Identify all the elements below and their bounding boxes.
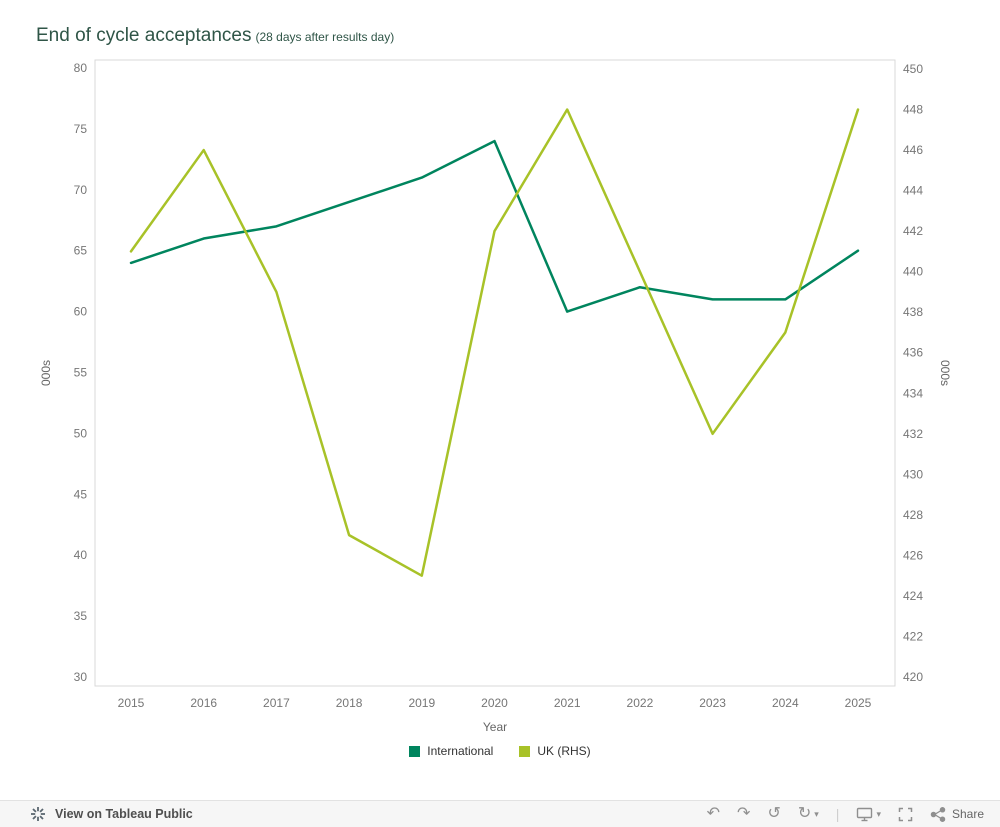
redo-icon[interactable]: ↷ — [737, 805, 751, 822]
x-axis-tick-label: 2024 — [772, 696, 799, 710]
line-chart: 30 35 40 45 50 55 60 65 70 75 80 420 422 424 426 428 430… — [39, 59, 952, 734]
left-axis-tick-label: 40 — [74, 548, 88, 562]
right-axis-tick-label: 420 — [903, 670, 923, 684]
x-axis-tick-label: 2025 — [845, 696, 872, 710]
share-icon — [930, 806, 946, 822]
right-axis-tick-label: 448 — [903, 103, 923, 117]
right-axis-tick-label: 436 — [903, 346, 923, 360]
left-axis-tick-label: 65 — [74, 244, 88, 258]
share-button[interactable]: Share — [930, 806, 984, 822]
left-axis-tick-label: 55 — [74, 366, 88, 380]
right-axis-tick-label: 430 — [903, 467, 923, 481]
toolbar: ↶ ↷ ↺ ↻ ▾ | ▾ — [706, 805, 984, 823]
left-axis-tick-label: 50 — [74, 426, 88, 440]
x-axis-tick-label: 2022 — [627, 696, 654, 710]
legend: International UK (RHS) — [0, 744, 1000, 758]
legend-item-uk[interactable]: UK (RHS) — [519, 744, 591, 758]
right-axis-tick-label: 434 — [903, 386, 923, 400]
legend-label-international: International — [427, 744, 494, 758]
legend-label-uk: UK (RHS) — [537, 744, 591, 758]
left-axis-tick-label: 30 — [74, 670, 88, 684]
x-axis-tick-label: 2023 — [699, 696, 726, 710]
right-axis-tick-label: 424 — [903, 589, 923, 603]
x-axis-tick-label: 2017 — [263, 696, 290, 710]
legend-swatch-uk — [519, 745, 531, 757]
right-axis-tick-label: 446 — [903, 143, 923, 157]
left-axis-title: 000s — [39, 360, 53, 386]
view-on-tableau-label: View on Tableau Public — [55, 807, 193, 821]
tableau-public-logo-icon — [31, 807, 45, 821]
tableau-footer: View on Tableau Public ↶ ↷ ↺ ↻ ▾ | ▾ — [0, 800, 1000, 827]
right-axis-tick-label: 432 — [903, 427, 923, 441]
series-line-uk-rhs-[interactable] — [129, 108, 860, 577]
left-axis-tick-label: 75 — [74, 122, 88, 136]
refresh-icon: ↻ — [797, 805, 812, 822]
refresh-menu-button[interactable]: ↻ ▾ — [798, 806, 819, 822]
chart-title-sub: (28 days after results day) — [255, 30, 395, 44]
chevron-down-icon: ▾ — [814, 808, 819, 819]
reset-icon[interactable]: ↺ — [767, 805, 781, 822]
x-axis-tick-label: 2020 — [481, 696, 508, 710]
right-axis-tick-label: 450 — [903, 62, 923, 76]
plot-pane-border — [94, 59, 896, 687]
fullscreen-button[interactable] — [898, 807, 913, 822]
left-axis-tick-label: 70 — [74, 183, 88, 197]
monitor-icon — [857, 807, 873, 821]
left-axis-tick-label: 45 — [74, 487, 88, 501]
chart-title-main: End of cycle acceptances — [36, 25, 252, 46]
left-axis-tick-label: 60 — [74, 305, 88, 319]
right-axis-tick-label: 440 — [903, 265, 923, 279]
undo-icon[interactable]: ↶ — [706, 805, 721, 822]
right-axis-tick-label: 426 — [903, 548, 923, 562]
x-axis-tick-label: 2019 — [408, 696, 435, 710]
x-axis-tick-label: 2021 — [554, 696, 581, 710]
left-axis-tick-label: 80 — [74, 61, 88, 75]
series-line-international[interactable] — [129, 139, 860, 313]
x-axis-tick-label: 2016 — [190, 696, 217, 710]
chart-title: End of cycle acceptances (28 days after r… — [36, 25, 394, 47]
right-axis-tick-label: 444 — [903, 184, 923, 198]
share-label: Share — [951, 807, 984, 821]
view-on-tableau-link[interactable]: View on Tableau Public — [30, 806, 193, 822]
x-axis-tick-label: 2018 — [336, 696, 363, 710]
x-axis-title: Year — [483, 720, 507, 734]
left-axis-tick-label: 35 — [74, 609, 88, 623]
legend-swatch-international — [409, 745, 421, 757]
toolbar-separator: | — [835, 806, 840, 822]
right-axis-title: 000s — [938, 360, 952, 386]
right-axis-tick-label: 438 — [903, 305, 923, 319]
x-axis-tick-label: 2015 — [118, 696, 145, 710]
right-axis-tick-label: 442 — [903, 224, 923, 238]
right-axis-tick-label: 428 — [903, 508, 923, 522]
right-axis-tick-label: 422 — [903, 629, 923, 643]
fullscreen-icon — [898, 807, 913, 821]
chevron-down-icon: ▾ — [876, 808, 881, 819]
legend-item-international[interactable]: International — [409, 744, 493, 758]
device-layout-button[interactable]: ▾ — [856, 807, 881, 822]
